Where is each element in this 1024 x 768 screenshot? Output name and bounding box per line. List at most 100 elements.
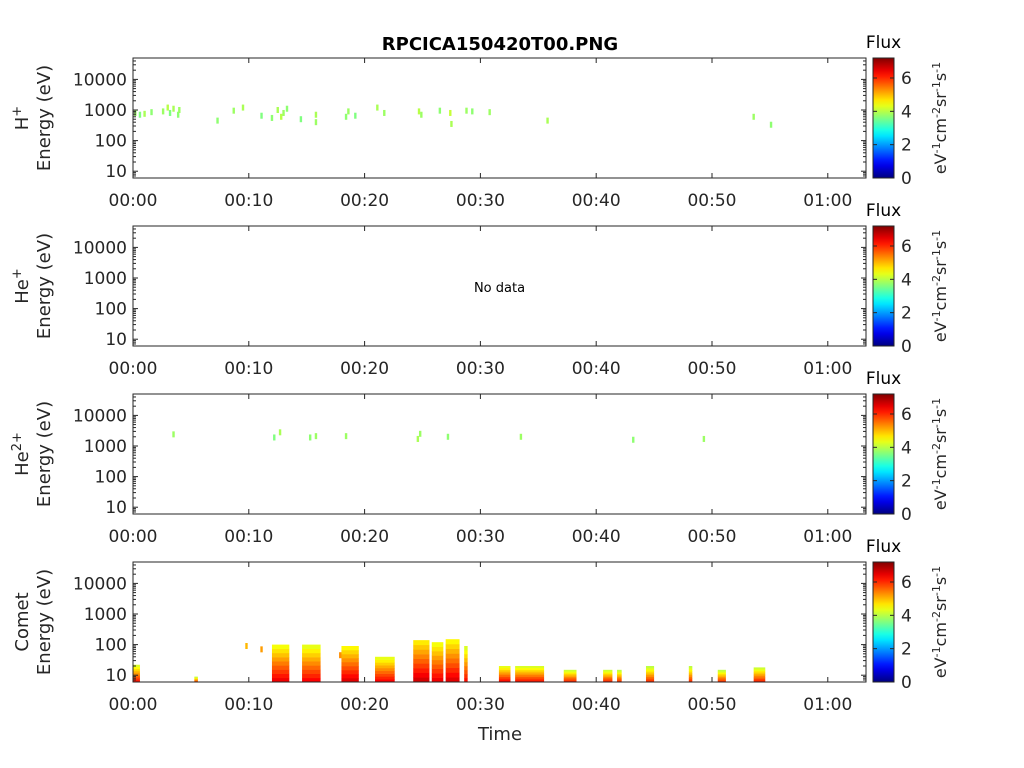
burst-12-band-6 bbox=[563, 672, 577, 675]
colorbar-tick-label: 4 bbox=[901, 102, 912, 122]
x-tick-label: 00:50 bbox=[687, 359, 736, 379]
colorbar-tick-label: 6 bbox=[901, 405, 912, 425]
burst-3-band-4 bbox=[302, 661, 321, 666]
burst-2-band-0 bbox=[271, 677, 290, 683]
x-tick-label: 00:10 bbox=[224, 527, 273, 547]
colorbar-title: Flux bbox=[866, 369, 901, 389]
burst-12-band-0 bbox=[563, 680, 577, 683]
plot-frame bbox=[132, 393, 867, 515]
burst-1-band-5 bbox=[194, 678, 198, 680]
burst-13-band-8 bbox=[603, 669, 613, 672]
y-tick-label: 10 bbox=[105, 330, 127, 350]
burst-1-band-6 bbox=[194, 677, 198, 679]
colorbar-tick-label: 6 bbox=[901, 573, 912, 593]
x-tick-label: 00:40 bbox=[572, 191, 621, 211]
y-tick-label: 10000 bbox=[73, 70, 127, 90]
y-tick-label: 1000 bbox=[84, 437, 127, 457]
x-tick-label: 00:30 bbox=[456, 191, 505, 211]
colorbar-title: Flux bbox=[866, 33, 901, 53]
data-cell-6 bbox=[168, 109, 172, 116]
burst-18-band-7 bbox=[753, 669, 766, 671]
colorbar bbox=[872, 393, 895, 515]
burst-7-band-0 bbox=[431, 677, 444, 683]
x-tick-label: 00:30 bbox=[456, 527, 505, 547]
burst-9-band-5 bbox=[464, 658, 468, 663]
no-data-note: No data bbox=[474, 281, 525, 296]
data-cell-3 bbox=[150, 109, 153, 116]
colorbar-tick-label: 0 bbox=[901, 169, 912, 189]
data-cell-34 bbox=[488, 109, 491, 116]
burst-15-band-4 bbox=[645, 673, 655, 676]
burst-13-band-3 bbox=[603, 676, 613, 679]
burst-11-band-6 bbox=[515, 669, 545, 672]
panel-4: 10 100 1000 10000 00:00 00:10 00:20 00:30 00:40 0… bbox=[12, 537, 950, 715]
burst-1-band-8 bbox=[194, 676, 198, 678]
burst-16-band-1 bbox=[688, 678, 693, 681]
burst-15-band-0 bbox=[645, 680, 655, 683]
colorbar-tick-label: 0 bbox=[901, 505, 912, 525]
burst-8-band-8 bbox=[445, 639, 460, 645]
burst-13-band-7 bbox=[603, 671, 613, 673]
burst-7-band-2 bbox=[431, 668, 444, 674]
colorbar-tick-label: 0 bbox=[901, 337, 912, 357]
burst-10-band-6 bbox=[498, 669, 511, 672]
data-cell-8 bbox=[446, 433, 450, 440]
x-tick-label: 00:10 bbox=[224, 191, 273, 211]
burst-18-band-6 bbox=[753, 670, 766, 673]
x-tick-label: 00:20 bbox=[340, 191, 389, 211]
data-cell-7 bbox=[418, 430, 422, 437]
burst-6-band-5 bbox=[413, 654, 430, 660]
data-cell-31 bbox=[450, 120, 453, 127]
data-cell-2 bbox=[143, 110, 146, 117]
data-cell-19 bbox=[299, 116, 303, 123]
data-cell-13 bbox=[260, 112, 263, 119]
burst-14-band-3 bbox=[617, 676, 622, 679]
burst-18-band-4 bbox=[753, 673, 766, 676]
burst-10-band-0 bbox=[498, 680, 511, 683]
y-tick-label: 10000 bbox=[73, 238, 127, 258]
burst-13-band-0 bbox=[603, 680, 613, 683]
species-label: Comet bbox=[12, 592, 33, 651]
burst-0-band-1 bbox=[133, 678, 140, 681]
data-cell-2 bbox=[339, 652, 342, 659]
burst-16-band-8 bbox=[688, 665, 693, 669]
burst-14-band-6 bbox=[617, 672, 622, 675]
energy-axis-label: Energy (eV) bbox=[34, 401, 55, 507]
burst-17-band-0 bbox=[717, 680, 726, 683]
burst-16-band-2 bbox=[688, 676, 693, 679]
burst-11-band-1 bbox=[515, 678, 545, 681]
x-tick-label: 00:10 bbox=[224, 359, 273, 379]
burst-9-band-7 bbox=[464, 650, 468, 655]
data-cell-5 bbox=[344, 433, 348, 440]
burst-9-band-1 bbox=[464, 674, 468, 679]
burst-18-band-0 bbox=[753, 680, 766, 683]
data-cell-28 bbox=[420, 111, 423, 118]
burst-4-band-0 bbox=[341, 678, 359, 683]
data-cell-16 bbox=[280, 113, 283, 120]
burst-11-band-0 bbox=[515, 680, 545, 683]
burst-3-band-0 bbox=[302, 677, 321, 683]
y-tick-label: 10000 bbox=[73, 406, 127, 426]
data-cell-8 bbox=[176, 111, 180, 118]
burst-7-band-6 bbox=[431, 651, 444, 656]
x-tick-label: 01:00 bbox=[803, 359, 852, 379]
colorbar-title: Flux bbox=[866, 537, 901, 557]
y-tick-label: 10 bbox=[105, 666, 127, 686]
x-tick-label: 00:40 bbox=[572, 527, 621, 547]
burst-1-band-2 bbox=[194, 680, 198, 682]
data-cell-10 bbox=[216, 117, 219, 124]
x-tick-label: 00:30 bbox=[456, 359, 505, 379]
burst-17-band-3 bbox=[717, 676, 726, 679]
burst-5-band-7 bbox=[375, 659, 395, 663]
burst-18-band-3 bbox=[753, 675, 766, 678]
burst-16-band-7 bbox=[688, 667, 693, 670]
burst-2-band-1 bbox=[271, 673, 290, 679]
data-cell-24 bbox=[354, 112, 357, 119]
burst-2-band-3 bbox=[271, 665, 290, 670]
colorbar-tick-label: 2 bbox=[901, 472, 912, 492]
burst-16-band-3 bbox=[688, 674, 693, 677]
colorbar bbox=[872, 225, 895, 347]
colorbar bbox=[872, 561, 895, 683]
burst-17-band-4 bbox=[717, 675, 726, 677]
burst-4-band-8 bbox=[341, 646, 359, 651]
